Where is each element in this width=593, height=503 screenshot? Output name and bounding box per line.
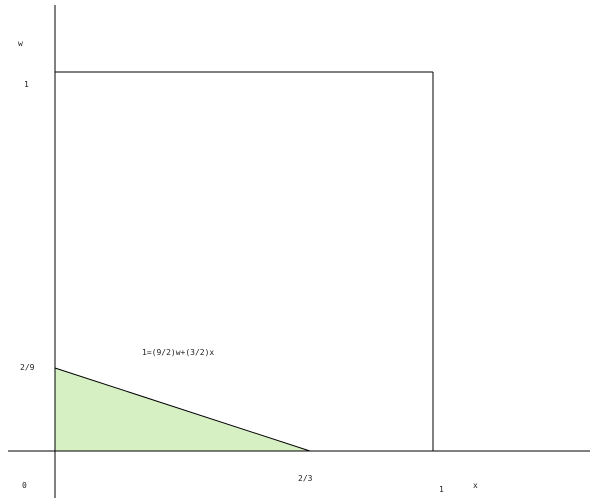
- origin-label: 0: [22, 481, 27, 490]
- x-axis-label: x: [473, 481, 478, 490]
- w-one-label: 1: [24, 80, 29, 89]
- x-two-thirds-label: 2/3: [298, 474, 313, 483]
- x-one-label: 1: [439, 485, 444, 494]
- w-two-ninths-label: 2/9: [20, 363, 35, 372]
- w-axis-label: w: [18, 39, 23, 48]
- equation-label: 1=(9/2)w+(3/2)x: [142, 348, 214, 357]
- constraint-line: [54, 367, 311, 452]
